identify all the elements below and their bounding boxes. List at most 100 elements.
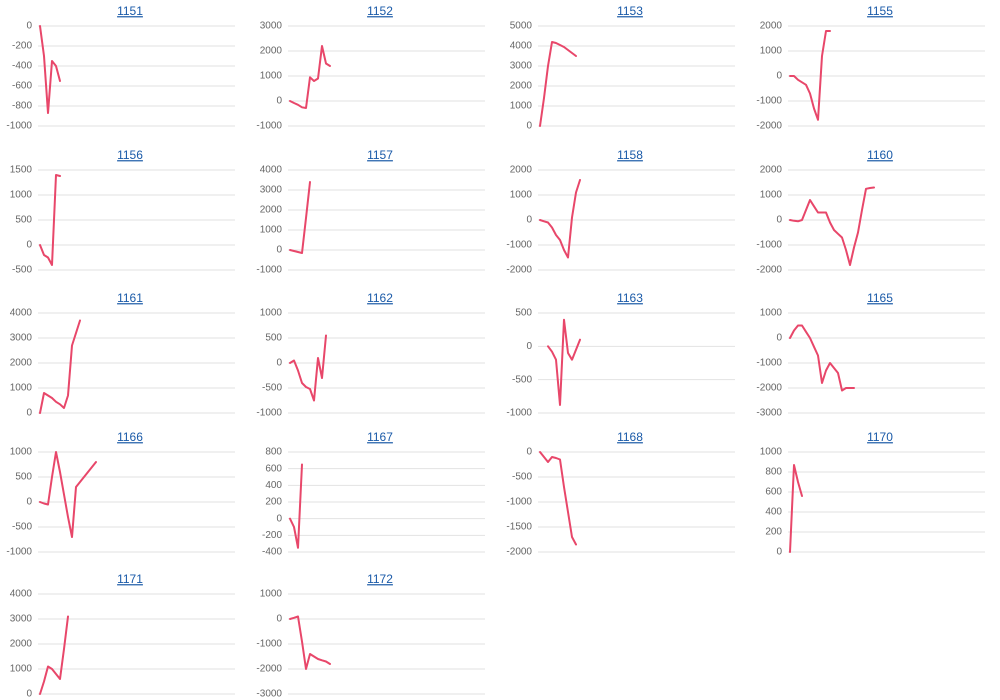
chart-title[interactable]: 1161 [117,291,143,305]
data-line [789,324,855,392]
y-tick-label: 0 [526,121,532,132]
y-tick-label: 600 [765,487,782,498]
y-tick-label: -1000 [6,121,32,132]
y-tick-label: -400 [12,61,32,72]
y-tick-label: -2000 [756,265,782,276]
y-tick-label: 200 [265,497,282,508]
data-line [289,463,303,549]
y-tick-label: 1000 [260,225,283,236]
y-tick-label: 1000 [760,308,783,319]
y-tick-label: -1000 [256,265,282,276]
y-tick-label: 0 [526,447,532,458]
y-tick-label: 600 [265,463,282,474]
y-tick-label: -200 [262,530,282,541]
data-line [39,615,69,695]
y-tick-label: 3000 [10,614,33,625]
y-tick-label: 4000 [510,41,533,52]
data-line [39,174,61,266]
chart-title[interactable]: 1162 [367,291,393,305]
chart-title[interactable]: 1157 [367,148,393,162]
chart-title[interactable]: 1168 [617,430,643,444]
y-tick-label: -400 [262,547,282,558]
y-tick-label: -1000 [506,497,532,508]
chart-title[interactable]: 1151 [117,4,143,18]
chart-title[interactable]: 1165 [867,291,893,305]
y-tick-label: 1000 [10,383,33,394]
data-line [789,30,831,121]
data-line [547,318,581,406]
y-tick-label: -2000 [256,664,282,675]
y-tick-label: 1000 [760,46,783,57]
y-tick-label: -2000 [756,121,782,132]
chart-title[interactable]: 1160 [867,148,893,162]
y-tick-label: 3000 [260,185,283,196]
y-tick-label: 0 [776,71,782,82]
chart-title[interactable]: 1166 [117,430,143,444]
y-tick-label: 1000 [260,71,283,82]
y-tick-label: 400 [765,507,782,518]
y-tick-label: -2000 [506,547,532,558]
chart-title[interactable]: 1171 [117,572,143,586]
y-tick-label: 0 [276,245,282,256]
y-tick-label: 1000 [10,664,33,675]
y-tick-label: 2000 [510,165,533,176]
data-line [539,179,581,259]
y-tick-label: 0 [776,547,782,558]
chart-title[interactable]: 1153 [617,4,643,18]
chart-title[interactable]: 1156 [117,148,143,162]
y-tick-label: -2000 [506,265,532,276]
chart-title[interactable]: 1163 [617,291,643,305]
y-tick-label: -1000 [756,96,782,107]
y-tick-label: 5000 [510,21,533,32]
y-tick-label: 800 [765,467,782,478]
y-tick-label: 0 [276,513,282,524]
y-tick-label: -1000 [506,408,532,419]
y-tick-label: -1000 [256,639,282,650]
y-tick-label: 800 [265,447,282,458]
y-tick-label: 0 [26,21,32,32]
y-tick-label: 1000 [510,190,533,201]
y-tick-label: 500 [515,308,532,319]
y-tick-label: 1000 [10,447,33,458]
y-tick-label: 500 [265,333,282,344]
y-tick-label: 1500 [10,165,33,176]
y-tick-label: -800 [12,101,32,112]
data-line [289,181,311,254]
y-tick-label: 4000 [260,165,283,176]
y-tick-label: 0 [26,497,32,508]
y-tick-label: 400 [265,480,282,491]
y-tick-label: 0 [776,333,782,344]
y-tick-label: -1000 [756,240,782,251]
data-line [39,319,81,414]
y-tick-label: 0 [26,240,32,251]
y-tick-label: 0 [526,215,532,226]
y-tick-label: 3000 [510,61,533,72]
y-tick-label: -500 [262,383,282,394]
y-tick-label: 2000 [10,358,33,369]
y-tick-label: -2000 [756,383,782,394]
chart-title[interactable]: 1167 [367,430,393,444]
y-tick-label: -1000 [506,240,532,251]
y-tick-label: 1000 [260,589,283,600]
y-tick-label: -1500 [506,522,532,533]
y-tick-label: 3000 [260,21,283,32]
y-tick-label: 3000 [10,333,33,344]
chart-title[interactable]: 1155 [867,4,893,18]
data-line [789,464,803,553]
y-tick-label: 0 [26,408,32,419]
y-tick-label: 1000 [760,447,783,458]
y-tick-label: 0 [26,689,32,700]
chart-title[interactable]: 1158 [617,148,643,162]
y-tick-label: -500 [12,522,32,533]
y-tick-label: -1000 [6,547,32,558]
y-tick-label: -3000 [756,408,782,419]
y-tick-label: 2000 [10,639,33,650]
y-tick-label: 2000 [260,205,283,216]
chart-title[interactable]: 1170 [867,430,893,444]
chart-title[interactable]: 1172 [367,572,393,586]
chart-title[interactable]: 1152 [367,4,393,18]
data-line [39,451,97,538]
y-tick-label: 0 [526,341,532,352]
y-tick-label: 500 [15,472,32,483]
y-tick-label: 500 [15,215,32,226]
